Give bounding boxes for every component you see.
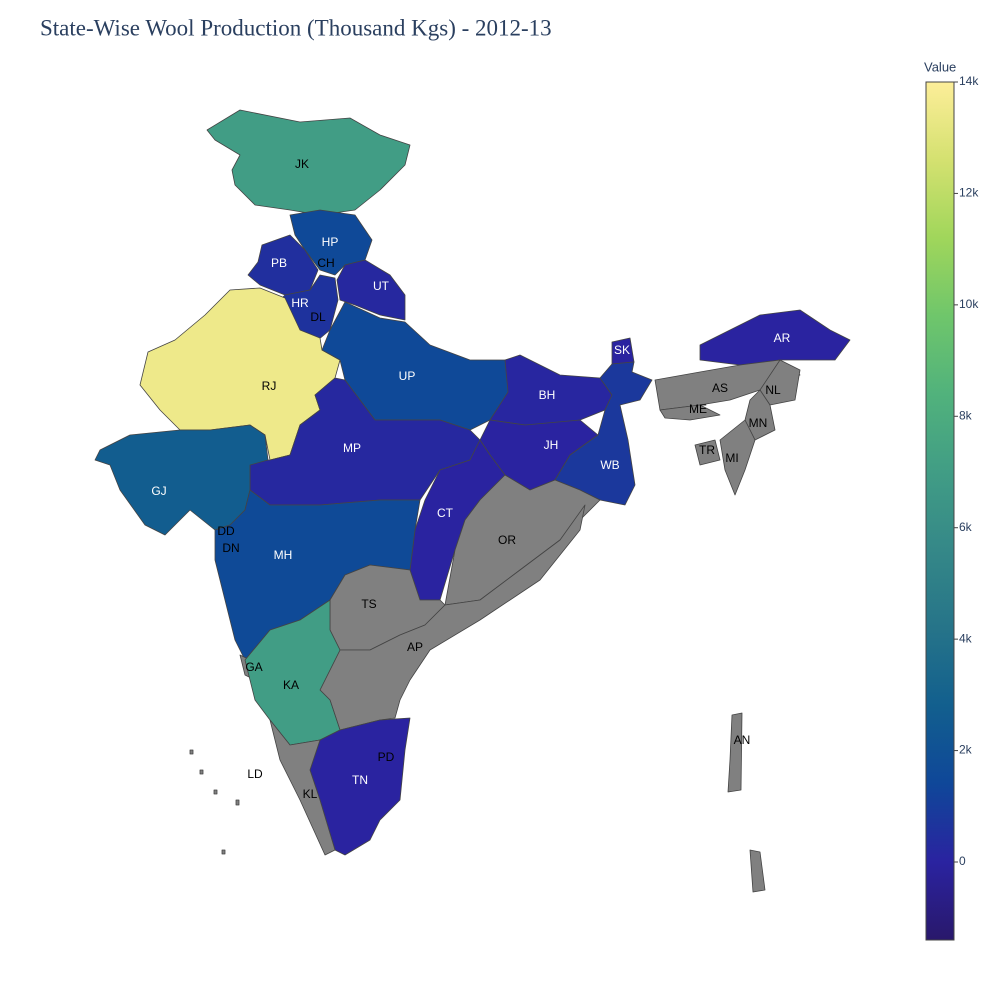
state-region (749, 849, 766, 893)
state-label: AR (774, 331, 791, 345)
state-label: DN (222, 541, 239, 555)
state-label: TN (352, 773, 368, 787)
state-region (659, 404, 721, 421)
colorbar (925, 81, 955, 941)
state-label: GJ (151, 484, 166, 498)
state-region (321, 301, 511, 431)
state-region (336, 259, 406, 321)
state-label: JK (295, 157, 309, 171)
colorbar-tick-label: 10k (959, 297, 979, 311)
state-label: NL (765, 383, 781, 397)
chart-title: State-Wise Wool Production (Thousand Kgs… (40, 15, 552, 40)
state-label: PD (378, 750, 395, 764)
state-label: MH (274, 548, 293, 562)
state-region (759, 359, 801, 406)
colorbar-tick-label: 14k (959, 74, 979, 88)
state-label: AS (712, 381, 728, 395)
state-label: BH (539, 388, 556, 402)
state-region (199, 769, 204, 775)
state-label: WB (600, 458, 619, 472)
state-label: TR (699, 443, 715, 457)
state-label: UT (373, 279, 390, 293)
state-label: GA (245, 660, 262, 674)
state-label: DD (217, 524, 235, 538)
state-region (235, 799, 240, 806)
state-region (319, 504, 586, 731)
state-label: CT (437, 506, 454, 520)
state-label: AN (734, 733, 751, 747)
state-label: KL (303, 787, 318, 801)
state-label: UP (399, 369, 416, 383)
state-label: MI (725, 451, 738, 465)
state-region (727, 712, 743, 793)
state-label: PB (271, 256, 287, 270)
state-region (213, 789, 218, 795)
colorbar-tick-label: 4k (959, 631, 973, 645)
state-label: HP (322, 235, 339, 249)
state-label: MN (749, 416, 768, 430)
colorbar-tick-label: 8k (959, 408, 973, 422)
colorbar-tick-label: 6k (959, 520, 973, 534)
state-region (694, 439, 721, 466)
state-region (189, 749, 194, 755)
state-region (489, 354, 613, 426)
state-label: RJ (262, 379, 277, 393)
state-label: KA (283, 678, 299, 692)
state-label: ME (689, 402, 707, 416)
state-label: SK (614, 343, 630, 357)
colorbar-tick-label: 12k (959, 186, 979, 200)
state-label: JH (544, 438, 559, 452)
state-region (269, 719, 336, 856)
state-label: AP (407, 640, 423, 654)
state-region (206, 109, 411, 216)
state-label: LD (247, 767, 263, 781)
colorbar-tick-label: 2k (959, 743, 973, 757)
state-label: TS (361, 597, 376, 611)
state-label: MP (343, 441, 361, 455)
colorbar-tick-label: 0 (959, 854, 966, 868)
state-region (554, 361, 653, 506)
state-label: DL (310, 310, 326, 324)
colorbar-title: Value (924, 59, 956, 74)
state-region (221, 849, 226, 855)
state-label: CH (317, 256, 334, 270)
state-label: HR (291, 296, 309, 310)
state-region (699, 309, 851, 366)
state-label: OR (498, 533, 516, 547)
state-layer (94, 109, 851, 893)
state-region (719, 419, 756, 496)
